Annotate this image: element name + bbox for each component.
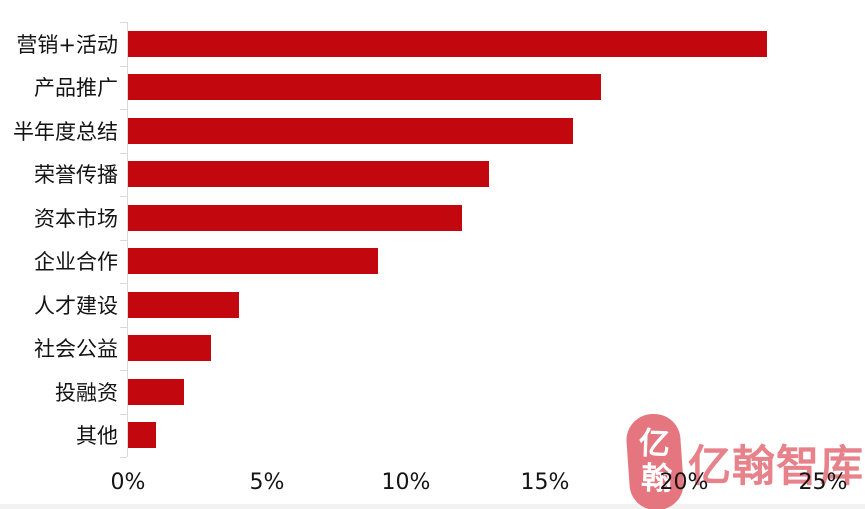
bar	[128, 422, 156, 449]
bar	[128, 335, 212, 362]
y-axis-tick	[120, 239, 127, 241]
category-label: 营销+活动	[16, 32, 118, 57]
watermark-seal-char-1: 亿	[637, 425, 670, 463]
bar	[128, 161, 490, 188]
watermark-text: 亿翰智库	[688, 442, 864, 492]
x-tick-label: 15%	[520, 470, 570, 495]
image-bottom-border	[0, 504, 865, 509]
category-label: 产品推广	[34, 76, 118, 101]
bar	[128, 30, 768, 57]
bar	[128, 117, 573, 144]
bar	[128, 378, 184, 405]
category-label: 半年度总结	[13, 119, 118, 144]
bar	[128, 74, 601, 101]
y-axis-tick	[120, 22, 127, 23]
category-label: 投融资	[55, 380, 118, 405]
x-tick-label: 0%	[110, 470, 146, 495]
y-axis-tick	[120, 65, 127, 67]
y-axis-tick	[120, 370, 127, 371]
category-label: 荣誉传播	[34, 163, 118, 188]
x-tick-label: 5%	[249, 470, 285, 495]
bar	[128, 204, 462, 231]
bar	[128, 291, 240, 318]
category-label: 社会公益	[34, 337, 118, 362]
y-axis-tick	[120, 413, 127, 415]
category-label: 人才建设	[34, 293, 118, 318]
y-axis-tick	[120, 283, 127, 284]
y-axis-tick	[120, 152, 127, 154]
category-label: 其他	[76, 424, 118, 449]
x-tick-label: 25%	[798, 470, 848, 495]
x-tick-label: 20%	[659, 470, 709, 495]
x-tick-label: 10%	[381, 470, 431, 495]
y-axis-tick	[120, 457, 127, 458]
category-label: 资本市场	[34, 206, 118, 231]
y-axis-line	[127, 22, 128, 457]
y-axis-tick	[120, 109, 127, 110]
bar	[128, 248, 379, 275]
y-axis-tick	[120, 326, 127, 328]
watermark: 亿 翰 亿翰智库	[624, 394, 864, 509]
y-axis-tick	[120, 196, 127, 197]
category-label: 企业合作	[34, 250, 118, 275]
